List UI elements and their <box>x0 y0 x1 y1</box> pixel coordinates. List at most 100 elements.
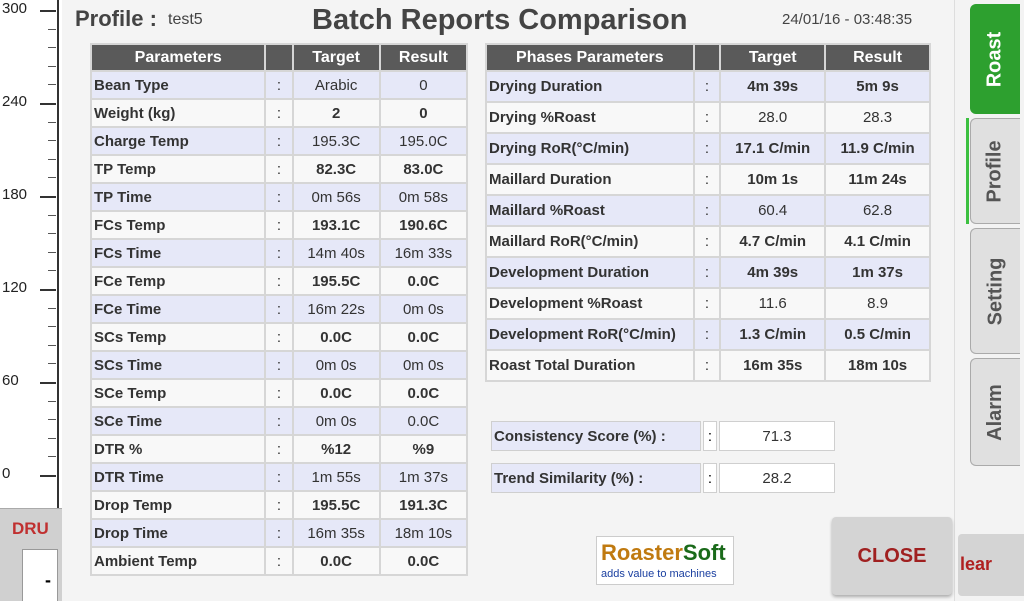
row-target-value: 0.0C <box>293 324 379 350</box>
row-target-value: 0.0C <box>293 380 379 406</box>
table-row: TP Time:0m 56s 0m 58s <box>92 184 466 210</box>
row-result-value: 0.5 C/min <box>826 320 929 349</box>
row-separator: : <box>266 184 292 210</box>
row-name: TP Time <box>92 184 265 210</box>
y-tick-minor <box>48 84 56 86</box>
dialog-title: Batch Reports Comparison <box>312 4 688 36</box>
row-separator: : <box>266 464 292 490</box>
row-target-value: 16m 22s <box>293 296 379 322</box>
y-tick-label: 0 <box>2 465 11 482</box>
separator: : <box>703 421 717 451</box>
row-result-value: 0m 58s <box>380 184 466 210</box>
logo-text-soft: Soft <box>682 540 726 565</box>
y-tick-minor <box>48 158 56 160</box>
row-separator: : <box>266 128 292 154</box>
table-row: SCe Time:0m 0s 0.0C <box>92 408 466 434</box>
row-name: SCs Temp <box>92 324 265 350</box>
table-row: Maillard %Roast:60.4 62.8 <box>487 196 929 225</box>
row-result-value: 16m 33s <box>380 240 466 266</box>
column-header-separator <box>266 45 292 70</box>
logo-tagline: adds value to machines <box>601 568 717 580</box>
row-name: Bean Type <box>92 72 265 98</box>
row-separator: : <box>694 320 720 349</box>
row-target-value: 0m 0s <box>293 408 379 434</box>
row-separator: : <box>266 296 292 322</box>
row-name: DTR Time <box>92 464 265 490</box>
row-target-value: 4m 39s <box>721 258 825 287</box>
row-separator: : <box>266 520 292 546</box>
row-target-value: 195.5C <box>293 492 379 518</box>
table-row: Drying RoR(°C/min):17.1 C/min 11.9 C/min <box>487 134 929 163</box>
y-tick-minor <box>48 28 56 30</box>
table-row: DTR %: %12 %9 <box>92 436 466 462</box>
row-name: Drop Time <box>92 520 265 546</box>
row-target-value: 17.1 C/min <box>721 134 825 163</box>
row-result-value: 190.6C <box>380 212 466 238</box>
y-tick-minor <box>48 251 56 253</box>
tab-setting[interactable]: Setting <box>970 228 1020 354</box>
table-row: Development Duration:4m 39s 1m 37s <box>487 258 929 287</box>
table-row: Drying Duration:4m 39s 5m 9s <box>487 72 929 101</box>
batch-report-dialog: Profile : test5 Batch Reports Comparison… <box>62 0 955 601</box>
y-tick-minor <box>48 214 56 216</box>
row-separator: : <box>266 212 292 238</box>
row-result-value: 18m 10s <box>380 520 466 546</box>
row-target-value: 11.6 <box>721 289 825 318</box>
clear-button[interactable]: lear <box>958 534 1024 596</box>
column-header-separator <box>694 45 720 70</box>
row-separator: : <box>694 227 720 256</box>
row-result-value: 1m 37s <box>826 258 929 287</box>
row-result-value: %9 <box>380 436 466 462</box>
y-tick-minor <box>48 344 56 346</box>
column-header-result: Result <box>826 45 929 70</box>
tab-profile[interactable]: Profile <box>970 118 1020 224</box>
row-result-value: 5m 9s <box>826 72 929 101</box>
trend-similarity-row: Trend Similarity (%) : : 28.2 <box>491 463 835 493</box>
drum-label: DRU <box>12 519 49 538</box>
tab-highlight-edge <box>966 118 969 224</box>
close-button[interactable]: CLOSE <box>832 517 952 595</box>
row-separator: : <box>266 380 292 406</box>
row-separator: : <box>266 268 292 294</box>
tab-roast[interactable]: Roast <box>970 4 1020 114</box>
row-result-value: 0m 0s <box>380 296 466 322</box>
y-tick-major <box>40 10 56 12</box>
tab-profile-label: Profile <box>984 139 1006 203</box>
table-row: Charge Temp:195.3C 195.0C <box>92 128 466 154</box>
y-tick-minor <box>48 307 56 309</box>
logo-text-roaster: Roaster <box>601 540 683 565</box>
row-name: SCe Time <box>92 408 265 434</box>
y-tick-major <box>40 475 56 477</box>
row-separator: : <box>266 408 292 434</box>
row-separator: : <box>694 134 720 163</box>
row-target-value: 1m 55s <box>293 464 379 490</box>
row-separator: : <box>694 258 720 287</box>
profile-name: test5 <box>168 11 203 28</box>
table-row: Maillard Duration:10m 1s 11m 24s <box>487 165 929 194</box>
y-tick-label: 300 <box>2 0 28 17</box>
row-target-value: 60.4 <box>721 196 825 225</box>
column-header-result: Result <box>380 45 466 70</box>
row-separator: : <box>694 289 720 318</box>
row-name: Weight (kg) <box>92 100 265 126</box>
row-separator: : <box>694 351 720 380</box>
row-result-value: 0.0C <box>380 324 466 350</box>
trend-similarity-label: Trend Similarity (%) : <box>491 463 701 493</box>
row-result-value: 83.0C <box>380 156 466 182</box>
table-row: TP Temp:82.3C 83.0C <box>92 156 466 182</box>
drum-value[interactable]: - <box>22 549 58 601</box>
row-separator: : <box>694 103 720 132</box>
y-tick-label: 120 <box>2 279 28 296</box>
tab-alarm-label: Alarm <box>984 383 1007 441</box>
y-tick-minor <box>48 437 56 439</box>
row-separator: : <box>694 165 720 194</box>
row-result-value: 0.0C <box>380 380 466 406</box>
row-target-value: 10m 1s <box>721 165 825 194</box>
tab-alarm[interactable]: Alarm <box>970 358 1020 466</box>
table-row: FCs Temp:193.1C 190.6C <box>92 212 466 238</box>
row-result-value: 62.8 <box>826 196 929 225</box>
y-tick-major <box>40 382 56 384</box>
table-row: Weight (kg):2 0 <box>92 100 466 126</box>
row-target-value: 82.3C <box>293 156 379 182</box>
row-result-value: 0.0C <box>380 408 466 434</box>
